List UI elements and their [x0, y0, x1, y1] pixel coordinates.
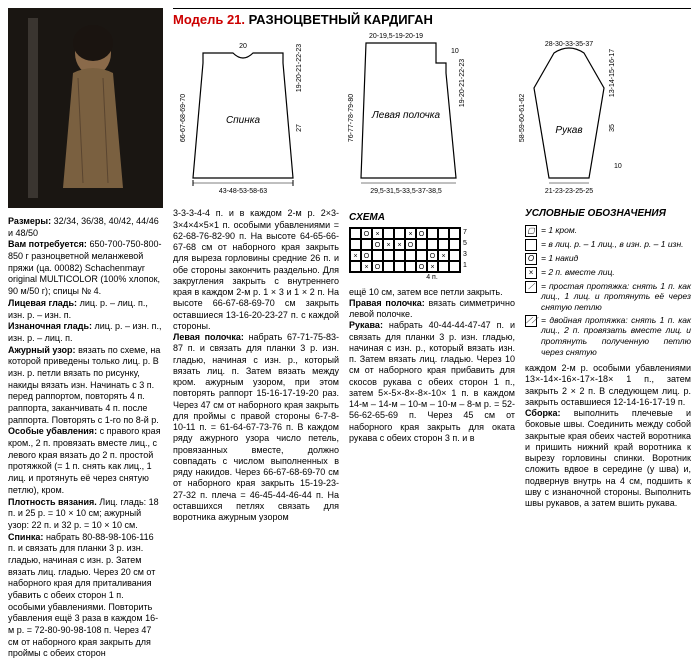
svg-text:35: 35	[609, 124, 616, 132]
text-columns: 3-3-3-4-4 п. и в каждом 2-м р. 2×3-3×4×4…	[173, 208, 691, 523]
legend-title: УСЛОВНЫЕ ОБОЗНАЧЕНИЯ	[525, 208, 691, 221]
left-column: Размеры: 32/34, 36/38, 40/42, 44/46 и 48…	[8, 8, 163, 660]
svg-text:20: 20	[239, 43, 247, 50]
right-column: Модель 21. РАЗНОЦВЕТНЫЙ КАРДИГАН Спинка …	[173, 8, 691, 660]
right-front-label: Правая полочка:	[349, 298, 425, 308]
sizes-label: Размеры:	[8, 216, 51, 226]
schema-diagram: СХЕМА O××OO××O×OO××OO× 7531 4 п.	[349, 212, 515, 282]
assembly-text: выполнить плечевые и боковые швы. Соедин…	[525, 408, 691, 508]
model-number: Модель 21.	[173, 12, 245, 27]
stitch3-label: Ажурный узор:	[8, 345, 76, 355]
schematic-back: Спинка 20 66-67-68-69-70 27 19-20-21-22-…	[173, 38, 333, 198]
sleeve-text: набрать 40-44-44-47-47 п. и связать для …	[349, 320, 515, 443]
page-title: РАЗНОЦВЕТНЫЙ КАРДИГАН	[249, 12, 433, 27]
legend-item: ⟋= простая протяжка: снять 1 п. как лиц.…	[525, 281, 691, 313]
assembly-label: Сборка:	[525, 408, 560, 418]
column-3: СХЕМА O××OO××O×OO××OO× 7531 4 п. ещё 10 …	[349, 208, 515, 523]
svg-text:10: 10	[614, 163, 622, 170]
stitch3: вязать по схеме, на которой приведены то…	[8, 345, 160, 425]
svg-text:19-20-21-22-23: 19-20-21-22-23	[459, 59, 466, 107]
page: Размеры: 32/34, 36/38, 40/42, 44/46 и 48…	[8, 8, 691, 660]
column-2: 3-3-3-4-4 п. и в каждом 2-м р. 2×3-3×4×4…	[173, 208, 339, 523]
back-label: Спинка:	[8, 532, 43, 542]
stitch2-label: Изнаночная гладь:	[8, 321, 92, 331]
svg-text:28-30-33-35-37: 28-30-33-35-37	[545, 41, 593, 48]
model-photo	[8, 8, 163, 208]
svg-text:58-59-60-61-62: 58-59-60-61-62	[519, 94, 526, 142]
back-text: набрать 80-88-98-106-116 п. и связать дл…	[8, 532, 158, 659]
svg-text:Спинка: Спинка	[226, 115, 261, 126]
legend-item: ⟋⟋= двойная протяжка: снять 1 п. как лиц…	[525, 315, 691, 358]
col2-text: 3-3-3-4-4 п. и в каждом 2-м р. 2×3-3×4×4…	[173, 208, 339, 332]
svg-text:27: 27	[296, 124, 303, 132]
info-block: Размеры: 32/34, 36/38, 40/42, 44/46 и 48…	[8, 216, 163, 660]
legend-item: ×= 2 п. вместе лиц.	[525, 267, 691, 279]
column-4: УСЛОВНЫЕ ОБОЗНАЧЕНИЯ ▢= 1 кром. = в лиц. …	[525, 208, 691, 523]
svg-text:76-77-78-79-80: 76-77-78-79-80	[348, 94, 355, 142]
legend-item: O= 1 накид	[525, 253, 691, 265]
svg-text:20-19,5-19-20-19: 20-19,5-19-20-19	[369, 33, 423, 40]
svg-text:Левая полочка: Левая полочка	[371, 110, 441, 121]
col3-text: ещё 10 см, затем все петли закрыть.	[349, 287, 515, 298]
legend-item: ▢= 1 кром.	[525, 225, 691, 237]
svg-text:29,5-31,5-33,5-37-38,5: 29,5-31,5-33,5-37-38,5	[370, 188, 442, 195]
density-label: Плотность вязания.	[8, 497, 97, 507]
left-front-text: набрать 67-71-75-83-87 п. и связать для …	[173, 332, 339, 522]
legend-item: = в лиц. р. – 1 лиц., в изн. р. – 1 изн.	[525, 239, 691, 251]
page-header: Модель 21. РАЗНОЦВЕТНЫЙ КАРДИГАН	[173, 8, 691, 28]
sleeve-label: Рукава:	[349, 320, 383, 330]
svg-text:19-20-21-22-23: 19-20-21-22-23	[296, 44, 303, 92]
svg-text:66-67-68-69-70: 66-67-68-69-70	[180, 94, 187, 142]
svg-text:Рукав: Рукав	[555, 125, 582, 136]
stitch4-label: Особые убавления:	[8, 426, 97, 436]
schema-bottom: 4 п.	[349, 274, 515, 283]
schema-title: СХЕМА	[349, 212, 515, 225]
left-front-label: Левая полочка:	[173, 332, 244, 342]
materials-label: Вам потребуется:	[8, 239, 87, 249]
stitch4: с правого края кром., 2 п. провязать вме…	[8, 426, 161, 494]
schematics-row: Спинка 20 66-67-68-69-70 27 19-20-21-22-…	[173, 38, 691, 198]
col4-text: каждом 2-м р. особыми убавлениями 13×-14…	[525, 363, 691, 408]
svg-text:10: 10	[451, 48, 459, 55]
svg-text:21-23-23-25-25: 21-23-23-25-25	[545, 188, 593, 195]
schematic-sleeve: Рукав 28-30-33-35-37 58-59-60-61-62 13-1…	[499, 38, 649, 198]
svg-text:13-14-15-16-17: 13-14-15-16-17	[609, 49, 616, 97]
schematic-front: Левая полочка 20-19,5-19-20-19 76-77-78-…	[341, 38, 491, 198]
svg-text:43-48-53-58-63: 43-48-53-58-63	[219, 188, 267, 195]
stitch1-label: Лицевая гладь:	[8, 298, 77, 308]
